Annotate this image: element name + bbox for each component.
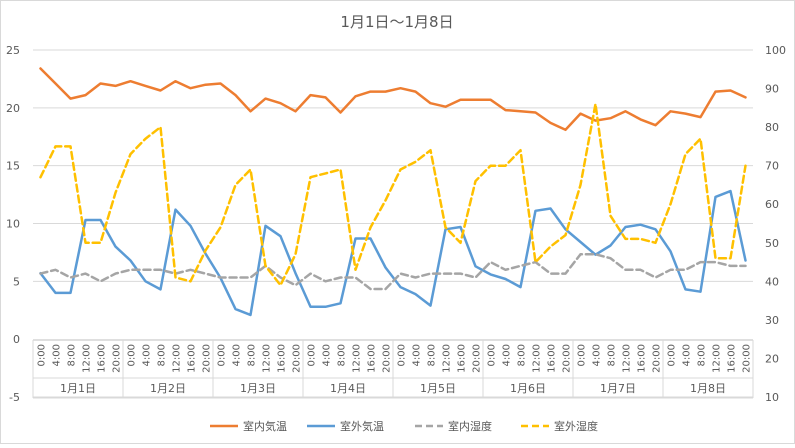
x-tick-label: 16:00 [637,344,648,373]
legend-label: 室内気温 [243,419,287,433]
right-axis-ticks: 10 20 30 40 50 60 70 80 90 100 [765,44,786,404]
right-tick-label: 20 [765,352,779,365]
x-tick-label: 0:00 [487,344,498,366]
x-tick-label: 8:00 [517,344,528,366]
series-line-2 [39,189,747,317]
x-tick-label: 0:00 [397,344,408,366]
left-tick-label: 5 [13,275,20,288]
x-tick-label: 8:00 [157,344,168,366]
x-tick-label: 0:00 [217,344,228,366]
x-tick-label: 12:00 [712,344,723,373]
x-tick-label: 8:00 [247,344,258,366]
left-tick-label: -5 [9,391,20,404]
x-tick-label: 16:00 [277,344,288,373]
x-tick-label: 20:00 [472,344,483,373]
series-line-4 [39,102,747,287]
chart-title: 1月1日～1月8日 [340,13,453,31]
x-tick-label: 4:00 [592,344,603,366]
x-tick-label: 8:00 [67,344,78,366]
x-tick-label: 8:00 [697,344,708,366]
day-label: 1月4日 [330,382,366,395]
x-tick-label: 12:00 [172,344,183,373]
day-label: 1月2日 [150,382,186,395]
right-tick-label: 70 [765,160,779,173]
right-tick-label: 90 [765,83,779,96]
left-tick-label: 10 [6,218,20,231]
x-tick-label: 16:00 [187,344,198,373]
right-tick-label: 80 [765,121,779,134]
day-label: 1月7日 [600,382,636,395]
x-tick-label: 0:00 [307,344,318,366]
legend-label: 室外湿度 [554,419,598,433]
x-tick-label: 4:00 [322,344,333,366]
series-line-3 [39,253,747,291]
right-tick-label: 40 [765,275,779,288]
x-tick-label: 4:00 [142,344,153,366]
x-tick-label: 20:00 [202,344,213,373]
right-tick-label: 100 [765,44,786,57]
x-tick-label: 4:00 [412,344,423,366]
day-label: 1月1日 [60,382,96,395]
x-tick-label: 20:00 [382,344,393,373]
right-tick-label: 30 [765,314,779,327]
x-tick-label: 8:00 [427,344,438,366]
x-tick-label: 4:00 [52,344,63,366]
x-tick-label: 8:00 [607,344,618,366]
left-tick-label: 0 [13,333,20,346]
left-tick-label: 25 [6,44,20,57]
x-tick-label: 4:00 [232,344,243,366]
x-tick-label: 20:00 [652,344,663,373]
series-layer [39,67,747,317]
x-tick-label: 12:00 [442,344,453,373]
x-tick-label: 12:00 [262,344,273,373]
x-tick-label: 0:00 [127,344,138,366]
day-label: 1月6日 [510,382,546,395]
x-tick-label: 0:00 [577,344,588,366]
right-tick-label: 10 [765,391,779,404]
x-tick-label: 12:00 [532,344,543,373]
x-tick-label: 16:00 [547,344,558,373]
x-tick-label: 12:00 [622,344,633,373]
x-tick-label: 0:00 [667,344,678,366]
x-tick-label: 20:00 [292,344,303,373]
x-tick-label: 0:00 [37,344,48,366]
x-tick-label: 4:00 [682,344,693,366]
left-tick-label: 20 [6,102,20,115]
day-label: 1月3日 [240,382,276,395]
legend-label: 室内湿度 [448,419,492,433]
legend-label: 室外気温 [340,419,384,433]
x-tick-label: 16:00 [727,344,738,373]
left-axis-ticks: -5 0 5 10 15 20 25 [6,44,20,404]
series-line-1 [39,67,747,132]
x-tick-label: 12:00 [82,344,93,373]
x-tick-label: 20:00 [742,344,753,373]
x-tick-label: 20:00 [112,344,123,373]
left-tick-label: 15 [6,160,20,173]
x-tick-label: 16:00 [97,344,108,373]
legend: 室内気温 室外気温 室内湿度 室外湿度 [210,419,598,433]
x-tick-label: 12:00 [352,344,363,373]
x-tick-label: 16:00 [457,344,468,373]
day-label: 1月5日 [420,382,456,395]
grid-layer [33,49,753,398]
right-tick-label: 60 [765,198,779,211]
x-tick-label: 8:00 [337,344,348,366]
right-tick-label: 50 [765,237,779,250]
x-axis: 0:00 4:00 8:00 12:00 16:00 20:00 0:00 4:00 8:00 1… [32,339,754,399]
x-tick-label: 16:00 [367,344,378,373]
x-tick-label: 20:00 [562,344,573,373]
day-label: 1月8日 [690,382,726,395]
x-tick-label: 4:00 [502,344,513,366]
